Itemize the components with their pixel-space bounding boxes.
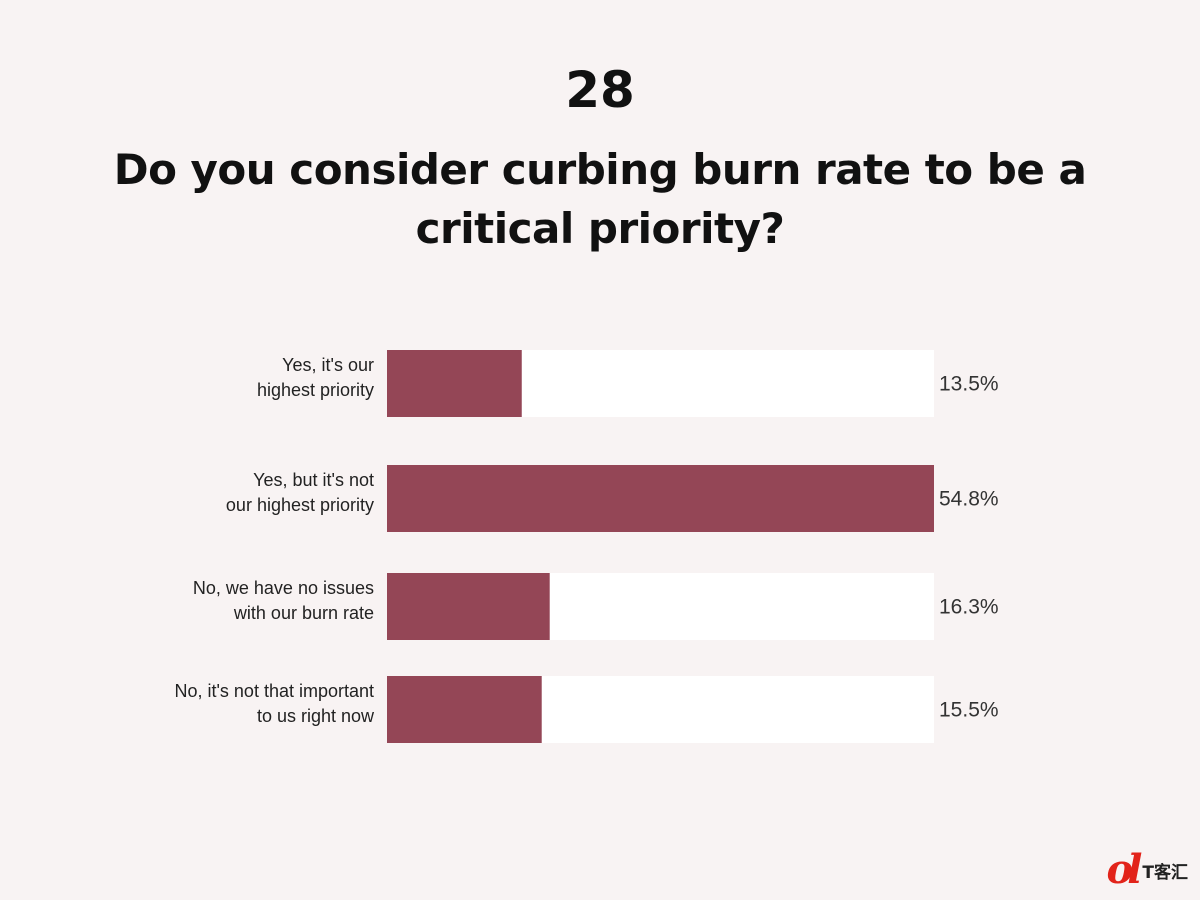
bar: [387, 350, 522, 417]
watermark-logo: ol T客汇: [1107, 850, 1188, 890]
watermark-mark: ol: [1106, 846, 1143, 893]
question-number: 28: [565, 61, 635, 119]
category-label: No, it's not that important to us right n…: [174, 681, 375, 726]
category-label: Yes, it's our highest priority: [257, 355, 374, 400]
value-label: 54.8%: [939, 488, 999, 511]
bar: [387, 676, 542, 743]
bar: [387, 573, 550, 640]
category-label: Yes, but it's not our highest priority: [226, 470, 374, 515]
watermark-text: T客汇: [1142, 862, 1188, 883]
bar: [387, 465, 934, 532]
value-label: 15.5%: [939, 699, 999, 722]
value-label: 13.5%: [939, 373, 999, 396]
chart-title: Do you consider curbing burn rate to be …: [113, 145, 1087, 253]
value-label: 16.3%: [939, 596, 999, 619]
category-label: No, we have no issues with our burn rate: [193, 578, 374, 623]
